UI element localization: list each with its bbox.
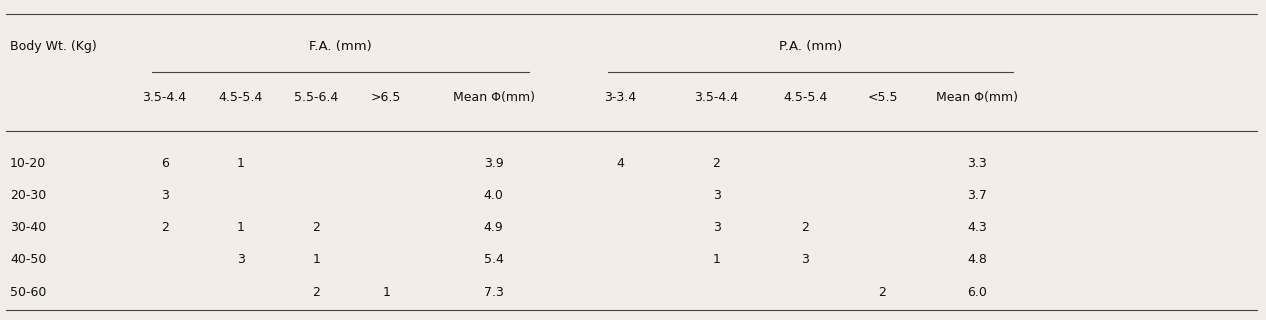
Text: 1: 1: [237, 221, 244, 234]
Text: 40-50: 40-50: [10, 253, 47, 266]
Text: 3-3.4: 3-3.4: [604, 91, 637, 104]
Text: 3.9: 3.9: [484, 157, 504, 170]
Text: 4.0: 4.0: [484, 189, 504, 202]
Text: 2: 2: [801, 221, 809, 234]
Text: 3.5-4.4: 3.5-4.4: [695, 91, 738, 104]
Text: 1: 1: [313, 253, 320, 266]
Text: 3.7: 3.7: [967, 189, 987, 202]
Text: Mean Φ(mm): Mean Φ(mm): [453, 91, 534, 104]
Text: 4: 4: [617, 157, 624, 170]
Text: Mean Φ(mm): Mean Φ(mm): [937, 91, 1018, 104]
Text: 3: 3: [237, 253, 244, 266]
Text: 6.0: 6.0: [967, 286, 987, 299]
Text: 4.5-5.4: 4.5-5.4: [219, 91, 262, 104]
Text: F.A. (mm): F.A. (mm): [309, 40, 372, 53]
Text: 4.9: 4.9: [484, 221, 504, 234]
Text: 2: 2: [879, 286, 886, 299]
Text: 3: 3: [801, 253, 809, 266]
Text: 2: 2: [161, 221, 168, 234]
Text: P.A. (mm): P.A. (mm): [779, 40, 842, 53]
Text: 5.5-6.4: 5.5-6.4: [295, 91, 338, 104]
Text: 4.5-5.4: 4.5-5.4: [784, 91, 827, 104]
Text: 3.3: 3.3: [967, 157, 987, 170]
Text: >6.5: >6.5: [371, 91, 401, 104]
Text: Body Wt. (Kg): Body Wt. (Kg): [10, 40, 97, 53]
Text: 1: 1: [382, 286, 390, 299]
Text: 20-30: 20-30: [10, 189, 47, 202]
Text: <5.5: <5.5: [867, 91, 898, 104]
Text: 5.4: 5.4: [484, 253, 504, 266]
Text: 30-40: 30-40: [10, 221, 47, 234]
Text: 2: 2: [313, 286, 320, 299]
Text: 7.3: 7.3: [484, 286, 504, 299]
Text: 4.8: 4.8: [967, 253, 987, 266]
Text: 50-60: 50-60: [10, 286, 47, 299]
Text: 4.3: 4.3: [967, 221, 987, 234]
Text: 1: 1: [237, 157, 244, 170]
Text: 2: 2: [313, 221, 320, 234]
Text: 3: 3: [161, 189, 168, 202]
Text: 3: 3: [713, 189, 720, 202]
Text: 2: 2: [713, 157, 720, 170]
Text: 3.5-4.4: 3.5-4.4: [143, 91, 186, 104]
Text: 6: 6: [161, 157, 168, 170]
Text: 10-20: 10-20: [10, 157, 47, 170]
Text: 1: 1: [713, 253, 720, 266]
Text: 3: 3: [713, 221, 720, 234]
